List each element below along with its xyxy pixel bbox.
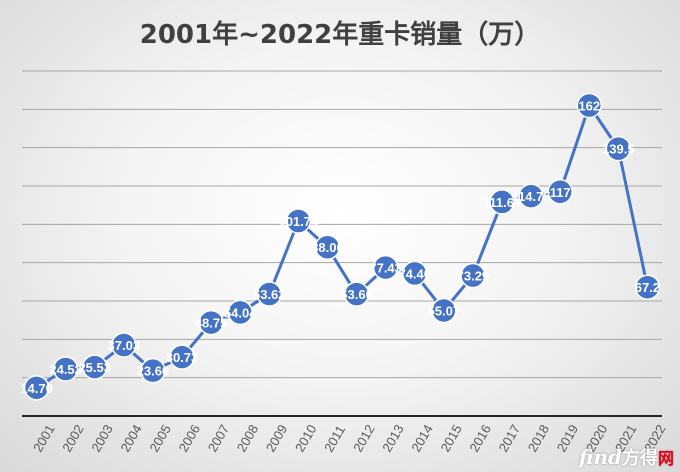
data-point bbox=[401, 260, 428, 287]
watermark-brand-cn: 方得 bbox=[621, 448, 658, 469]
data-label: 55.07 bbox=[428, 303, 461, 318]
chart-title: 2001年~2022年重卡销量（万） bbox=[140, 19, 541, 50]
x-tick-label: 2001 bbox=[30, 422, 57, 455]
data-point bbox=[547, 179, 573, 205]
watermark-logo: find方得网 bbox=[579, 444, 674, 470]
data-label: 117 bbox=[550, 185, 571, 200]
data-label: 24.52 bbox=[49, 362, 82, 377]
data-point bbox=[169, 344, 195, 370]
data-point bbox=[256, 281, 283, 307]
data-point bbox=[343, 281, 370, 307]
data-point bbox=[111, 332, 137, 358]
watermark-brand-find: find bbox=[578, 445, 622, 469]
watermark-brand-net: 网 bbox=[657, 449, 674, 468]
data-label: 63.62 bbox=[253, 287, 286, 302]
data-point bbox=[372, 254, 399, 281]
x-tick-label: 2006 bbox=[176, 422, 203, 455]
data-label: 37.03 bbox=[108, 338, 141, 353]
x-tick-label: 2012 bbox=[350, 422, 377, 455]
x-tick-label: 2018 bbox=[525, 422, 552, 455]
data-point bbox=[314, 234, 341, 260]
data-point bbox=[81, 354, 108, 380]
x-tick-label: 2017 bbox=[496, 422, 523, 455]
x-tick-label: 2015 bbox=[437, 422, 464, 455]
x-tick-label: 2013 bbox=[379, 422, 406, 455]
x-tick-label: 2014 bbox=[408, 422, 435, 455]
data-label: 63.60 bbox=[340, 287, 373, 302]
data-label: 114.75 bbox=[512, 189, 551, 204]
axis-layer: 2001 2002 2003 2004 2005 2006 2007 2008 2009 2010… bbox=[22, 415, 669, 455]
data-point bbox=[140, 357, 166, 384]
data-label: 74.40 bbox=[398, 266, 431, 281]
x-tick-label: 2010 bbox=[292, 422, 319, 455]
data-label: 111.69 bbox=[483, 195, 521, 210]
data-label: 48.75 bbox=[195, 316, 228, 331]
data-label: 77.43 bbox=[369, 261, 402, 276]
x-tick-label: 2004 bbox=[117, 422, 144, 455]
data-label: 101.74 bbox=[278, 214, 319, 229]
series-layer bbox=[23, 92, 661, 401]
x-tick-label: 2005 bbox=[147, 422, 174, 455]
data-point bbox=[285, 208, 312, 234]
data-label: 67.2 bbox=[635, 280, 660, 295]
grid-layer bbox=[22, 70, 662, 379]
x-tick-label: 2008 bbox=[234, 422, 261, 455]
data-label: 162 bbox=[578, 99, 600, 114]
data-point bbox=[576, 92, 603, 119]
data-point bbox=[634, 274, 661, 300]
data-label: 14.70 bbox=[20, 381, 53, 396]
data-point bbox=[489, 189, 515, 215]
data-label: 73.29 bbox=[457, 269, 490, 284]
x-tick-label: 2003 bbox=[88, 422, 115, 455]
data-label: 30.73 bbox=[166, 350, 199, 365]
data-point bbox=[431, 297, 457, 324]
data-point bbox=[460, 262, 486, 289]
x-tick-label: 2011 bbox=[321, 423, 348, 455]
data-label: 25.53 bbox=[78, 360, 111, 375]
data-point bbox=[605, 135, 632, 162]
data-point bbox=[227, 299, 253, 326]
data-label: 139.5 bbox=[602, 142, 635, 157]
x-tick-label: 2007 bbox=[205, 422, 232, 455]
data-label: 23.66 bbox=[137, 364, 170, 379]
data-label: 54.04 bbox=[224, 305, 257, 320]
x-tick-label: 2009 bbox=[263, 422, 290, 455]
data-point bbox=[198, 309, 224, 336]
data-point bbox=[52, 356, 79, 382]
series-line bbox=[35, 104, 649, 390]
data-point bbox=[518, 183, 544, 209]
data-label: 88.06 bbox=[311, 240, 344, 255]
x-tick-label: 2002 bbox=[59, 422, 86, 455]
x-tick-label: 2019 bbox=[554, 422, 581, 455]
x-tick-label: 2016 bbox=[467, 422, 494, 455]
data-point bbox=[23, 375, 50, 401]
